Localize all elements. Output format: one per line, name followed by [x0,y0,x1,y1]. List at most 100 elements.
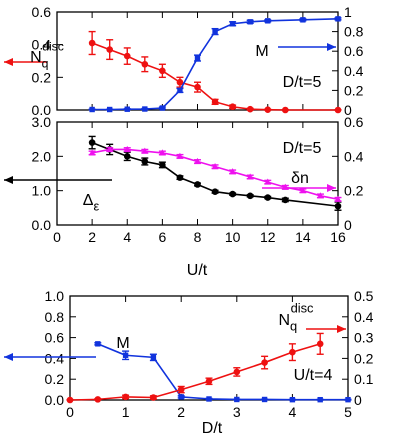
panel-middle: 0 2 4 6 8 10 12 14 16 U/t 0.0 1.0 2.0 3.0 0 0.2 0.4 0.6 D/… [4,114,364,279]
data-point [159,161,166,169]
series-left: Nqdisc [4,30,342,114]
data-point [89,106,95,113]
data-point [88,139,96,146]
left-tick-label: 0.0 [32,102,52,118]
data-point [88,149,96,156]
data-point [335,16,341,22]
data-point [123,145,131,153]
data-point [229,103,236,111]
data-point [141,147,149,154]
left-tick-label: 0.6 [45,330,65,346]
left-tick-label: 1.0 [32,183,52,199]
data-point [177,87,183,94]
right-tick-label: 0.4 [354,309,374,325]
data-point [265,18,271,24]
data-point [206,396,212,402]
series-label: M [255,43,268,60]
right-tick-label: 0.6 [344,43,364,59]
data-point [212,28,218,35]
data-point [211,98,219,106]
data-point [229,168,237,175]
data-point [264,178,272,185]
axis-indicator-arrowhead [337,325,346,333]
data-point [300,17,306,23]
data-point [142,106,148,112]
x-tick-label: 14 [295,229,311,245]
data-point [261,359,268,366]
x-axis-label: D/t [202,420,223,435]
data-point [106,106,113,113]
right-tick-label: 1 [344,4,352,20]
right-tick-label: 0.2 [344,82,364,98]
axis-indicator-arrowhead [4,353,13,361]
data-point [282,106,289,114]
data-point [316,340,324,348]
right-tick-label: 0.4 [344,148,364,164]
panel-top: 0.0 0.2 0.4 0.6 0 0.2 0.4 0.6 0.8 1 D/t=5 Nqdisc M [4,4,364,118]
data-point [106,46,113,53]
data-point [141,158,149,165]
x-tick-label: 6 [158,229,166,245]
data-point [88,39,96,47]
series-label: M [116,335,129,352]
data-point [194,55,201,61]
data-point [122,352,129,358]
left-tick-label: 0.2 [45,371,65,387]
data-point [264,106,272,113]
data-point [264,194,272,201]
data-point [158,149,166,156]
right-tick-label: 0.8 [344,24,364,40]
series-right: δn [88,145,342,202]
data-point [289,396,296,403]
data-point [247,19,253,25]
x-tick-label: 10 [225,229,241,245]
x-tick-label: 1 [122,404,130,420]
data-point [317,192,324,199]
data-point [234,396,240,403]
data-point [123,52,131,60]
data-point [229,190,236,198]
axis-indicator-arrowhead [4,58,13,66]
series-right: Nqdisc [66,301,346,404]
data-point [205,377,213,385]
left-tick-label: 0.0 [32,217,52,233]
data-point [289,348,296,356]
data-point [176,78,184,86]
axis-indicator-arrowhead [327,184,336,192]
x-tick-label: 2 [88,229,96,245]
data-point [334,195,342,202]
series-left: M [4,335,352,403]
data-point [150,394,157,401]
right-tick-label: 0.2 [344,183,364,199]
data-point [194,83,201,91]
data-point [246,105,254,113]
right-tick-label: 0.1 [354,371,374,387]
axis-indicator-arrowhead [327,43,336,51]
data-point [106,145,114,153]
x-tick-label: 0 [66,404,74,420]
data-point [159,67,166,75]
axis-indicator-arrowhead [4,176,13,184]
data-point [95,341,101,347]
data-point [94,396,102,403]
data-point [246,173,254,180]
data-point [211,188,219,195]
data-point [345,396,351,403]
right-tick-label: 0 [344,102,352,118]
x-tick-label: 2 [177,404,185,420]
right-tick-label: 0 [354,392,362,408]
x-tick-label: 3 [233,404,241,420]
data-point [282,196,289,204]
data-point [261,396,268,403]
left-tick-label: 0.6 [32,4,52,20]
right-tick-label: 0 [344,217,352,233]
data-point [299,187,307,194]
data-point [233,368,241,376]
left-tick-label: 0.0 [45,392,65,408]
data-point [194,181,201,188]
left-tick-label: 0.8 [45,309,65,325]
data-point [123,153,131,160]
series-line [69,343,321,401]
right-tick-label: 0.5 [354,288,374,304]
